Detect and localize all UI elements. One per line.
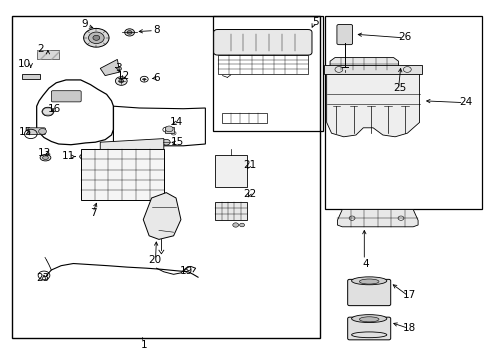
FancyBboxPatch shape: [336, 24, 352, 45]
Text: 22: 22: [243, 189, 257, 199]
Ellipse shape: [80, 154, 89, 159]
Circle shape: [39, 129, 46, 134]
Text: 11: 11: [61, 151, 75, 161]
Ellipse shape: [359, 279, 378, 284]
Circle shape: [88, 32, 104, 44]
FancyBboxPatch shape: [81, 149, 163, 200]
FancyBboxPatch shape: [213, 30, 311, 55]
Text: 2: 2: [37, 44, 43, 54]
Text: 1: 1: [141, 339, 147, 350]
Ellipse shape: [42, 156, 48, 159]
Circle shape: [142, 78, 145, 80]
Text: 16: 16: [48, 104, 61, 114]
Text: 9: 9: [81, 19, 88, 30]
Circle shape: [115, 77, 127, 85]
FancyBboxPatch shape: [51, 91, 81, 102]
Text: 12: 12: [117, 71, 130, 81]
FancyBboxPatch shape: [347, 279, 390, 306]
Ellipse shape: [82, 155, 87, 158]
Text: 15: 15: [170, 137, 183, 147]
Text: 23: 23: [36, 273, 50, 283]
Circle shape: [119, 79, 123, 83]
Circle shape: [124, 29, 134, 36]
Circle shape: [239, 223, 244, 227]
FancyBboxPatch shape: [347, 317, 390, 340]
FancyBboxPatch shape: [22, 74, 40, 79]
Text: 14: 14: [169, 117, 183, 127]
Ellipse shape: [351, 315, 386, 323]
Text: 18: 18: [402, 323, 416, 333]
Circle shape: [162, 139, 170, 145]
Ellipse shape: [351, 277, 386, 285]
Circle shape: [127, 31, 132, 34]
Circle shape: [93, 35, 100, 40]
FancyBboxPatch shape: [215, 202, 246, 220]
Text: 20: 20: [148, 255, 161, 265]
Polygon shape: [100, 139, 163, 149]
Polygon shape: [143, 193, 181, 239]
Ellipse shape: [40, 154, 51, 161]
Text: 10: 10: [18, 59, 31, 69]
Circle shape: [165, 126, 173, 132]
Text: 21: 21: [243, 160, 257, 170]
Text: 25: 25: [392, 83, 406, 93]
Polygon shape: [337, 210, 417, 227]
Text: 26: 26: [397, 32, 411, 42]
Circle shape: [42, 107, 54, 116]
Polygon shape: [329, 58, 398, 70]
FancyBboxPatch shape: [164, 127, 173, 133]
Circle shape: [232, 223, 238, 227]
Circle shape: [83, 28, 109, 47]
FancyBboxPatch shape: [215, 155, 246, 187]
Text: 6: 6: [153, 73, 160, 83]
Polygon shape: [100, 59, 120, 76]
Text: 15: 15: [19, 127, 33, 138]
Text: 13: 13: [37, 148, 51, 158]
Ellipse shape: [359, 317, 378, 322]
FancyBboxPatch shape: [37, 50, 59, 59]
Polygon shape: [324, 65, 421, 74]
Text: 17: 17: [402, 290, 416, 300]
Text: 3: 3: [115, 63, 122, 73]
Text: 19: 19: [180, 266, 193, 276]
Text: 4: 4: [362, 258, 368, 269]
Polygon shape: [326, 74, 419, 137]
FancyBboxPatch shape: [28, 128, 45, 135]
Text: 24: 24: [458, 96, 471, 107]
Text: 8: 8: [153, 24, 160, 35]
Text: 5: 5: [311, 17, 318, 27]
Text: 7: 7: [90, 208, 97, 218]
